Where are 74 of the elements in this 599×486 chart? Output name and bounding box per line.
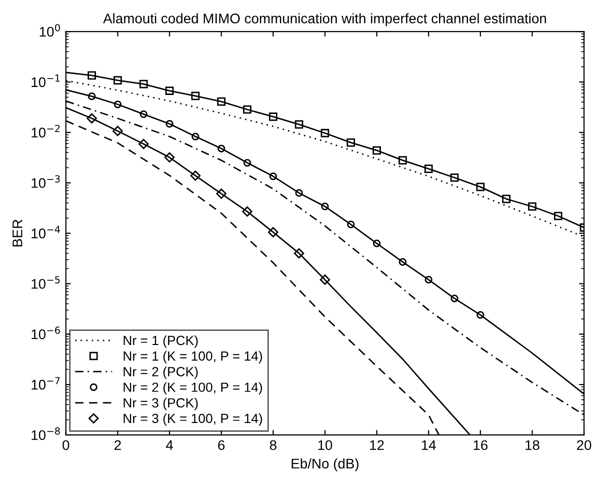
point <box>320 274 330 285</box>
point <box>218 144 226 152</box>
point <box>554 212 562 220</box>
chart-title: Alamouti coded MIMO communication with imperfect channel estimation <box>103 13 546 26</box>
point <box>372 240 381 248</box>
x-tick-label: 8 <box>270 440 276 450</box>
point <box>165 86 174 95</box>
point <box>347 220 355 228</box>
x-tick-label: 4 <box>166 440 173 450</box>
point <box>268 227 278 238</box>
y-tick-label: 10$^{−4}$ <box>32 226 60 238</box>
point <box>269 172 277 180</box>
point <box>346 138 356 147</box>
point <box>398 156 407 164</box>
y-tick-label: 10$^{−2}$ <box>32 124 60 138</box>
legend-label: Nr = 2 (PCK) <box>124 366 198 379</box>
y-tick-label: 10$^{0}$ <box>40 24 60 37</box>
point <box>424 164 433 173</box>
x-axis-title: Eb/No (dB) <box>292 458 358 472</box>
point <box>528 202 536 211</box>
point <box>243 158 252 167</box>
point <box>114 76 122 84</box>
x-tick-label: 12 <box>370 440 384 450</box>
point <box>166 120 174 128</box>
point <box>164 152 175 162</box>
x-tick-label: 6 <box>218 440 225 450</box>
point <box>268 112 278 121</box>
y-tick-label: 10$^{−5}$ <box>32 276 60 289</box>
point <box>191 92 200 100</box>
point <box>476 311 484 319</box>
x-tick-label: 20 <box>577 440 592 450</box>
point <box>138 138 149 150</box>
x-tick-label: 16 <box>474 440 488 450</box>
point <box>321 202 329 210</box>
legend-label: Nr = 1 (PCK) <box>124 335 198 348</box>
point <box>192 132 200 140</box>
point <box>140 110 148 118</box>
y-tick-label: 10$^{−6}$ <box>32 326 60 340</box>
point <box>139 80 148 88</box>
y-tick-label: 10$^{−1}$ <box>32 74 60 88</box>
y-tick-label: 10$^{−3}$ <box>32 175 60 188</box>
point <box>114 100 122 108</box>
point <box>216 188 226 199</box>
point <box>294 248 304 258</box>
point <box>398 258 406 266</box>
point <box>217 97 226 106</box>
y-axis-title: BER <box>12 220 22 246</box>
x-tick-label: 0 <box>62 440 70 450</box>
point <box>88 92 96 100</box>
point <box>372 146 381 155</box>
legend-label: Nr = 3 (PCK) <box>124 398 198 410</box>
legend-label: Nr = 2 (K = 100, P = 14) <box>124 382 262 395</box>
x-tick-label: 10 <box>318 440 332 450</box>
point <box>295 189 303 197</box>
y-tick-label: 10$^{−7}$ <box>32 377 60 390</box>
point <box>88 71 96 80</box>
x-tick-label: 14 <box>422 440 436 450</box>
point <box>502 194 510 204</box>
point <box>294 120 304 129</box>
legend-label: Nr = 1 (K = 100, P = 14) <box>124 351 262 364</box>
point <box>450 294 458 302</box>
point <box>243 105 252 114</box>
legend-label: Nr = 3 (K = 100, P = 14) <box>124 413 262 426</box>
x-tick-label: 2 <box>114 440 121 450</box>
point <box>112 126 123 136</box>
point <box>190 170 201 181</box>
point <box>86 113 97 124</box>
y-tick-label: 10$^{−8}$ <box>32 427 60 440</box>
point <box>424 276 432 284</box>
x-tick-label: 18 <box>526 440 540 450</box>
point <box>476 182 485 192</box>
point <box>320 128 330 138</box>
point <box>450 173 459 182</box>
point <box>242 206 252 217</box>
